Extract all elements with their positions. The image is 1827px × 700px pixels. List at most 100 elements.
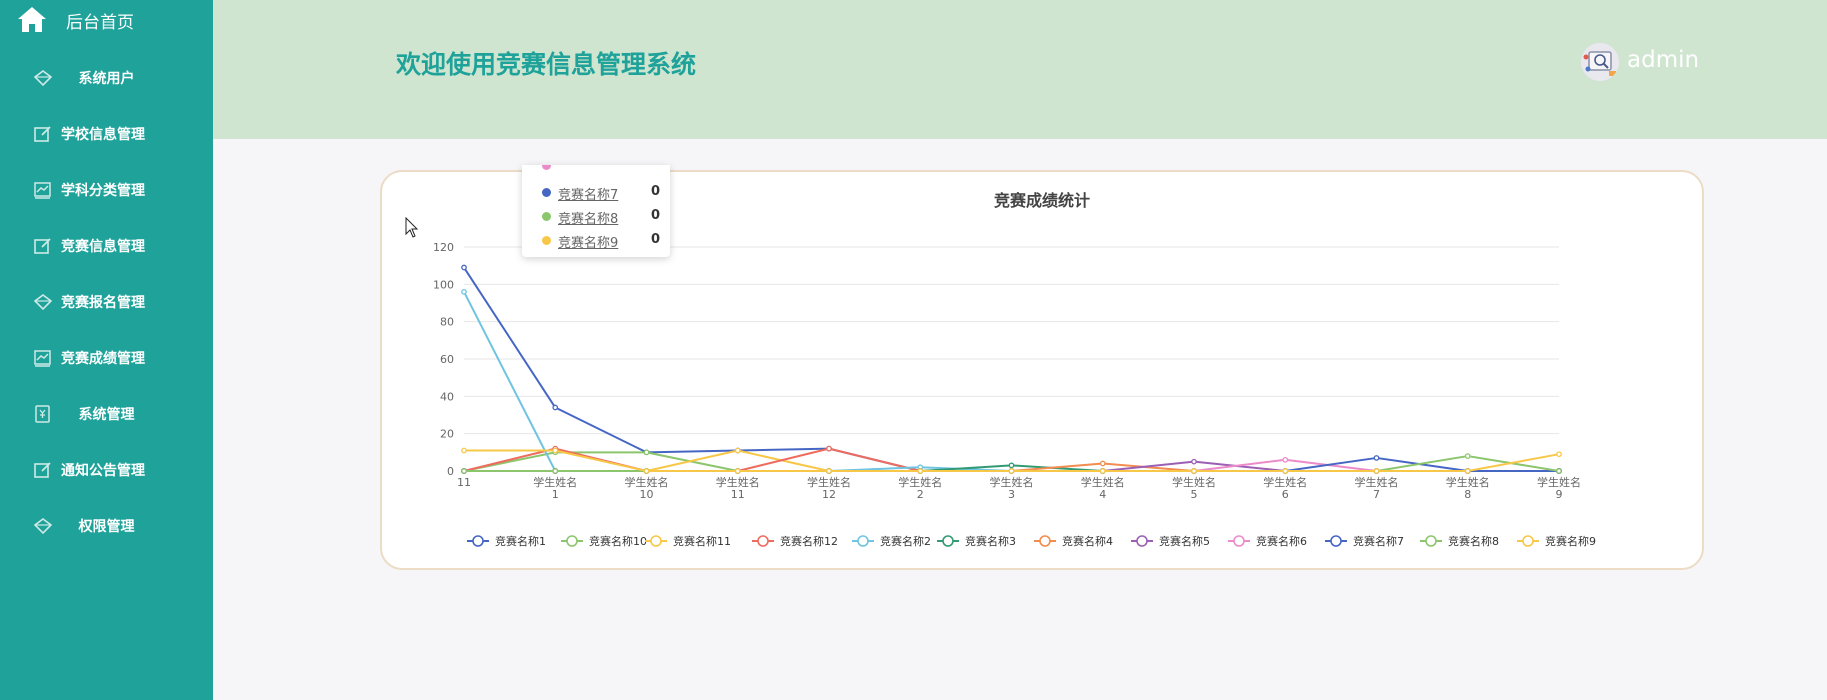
tooltip-row: 竞赛名称8 0 xyxy=(542,207,668,227)
legend-label: 竞赛名称1 xyxy=(495,534,546,548)
legend-marker xyxy=(1039,535,1051,547)
diamond-icon xyxy=(33,294,53,311)
data-point xyxy=(643,449,650,456)
yen-icon xyxy=(35,405,50,423)
chart-tooltip: 竞赛名称7 0 竞赛名称8 0 竞赛名称9 0 xyxy=(522,165,670,257)
chart-icon xyxy=(34,350,51,367)
data-point xyxy=(461,288,467,295)
data-point xyxy=(1282,456,1289,463)
sidebar-item-label: 竞赛成绩管理 xyxy=(61,351,145,367)
sidebar-item-7[interactable]: 系统管理 xyxy=(0,394,213,434)
legend-label: 竞赛名称10 xyxy=(589,534,647,548)
tooltip-series-name: 竞赛名称9 xyxy=(558,236,619,251)
tooltip-row: 竞赛名称7 0 xyxy=(542,183,668,203)
tooltip-row: 竞赛名称9 0 xyxy=(542,231,668,251)
sidebar-item-2[interactable]: 学校信息管理 xyxy=(0,114,213,154)
sidebar: 后台首页 系统用户学校信息管理 学科分类管理 竞赛信息管理竞赛报名管理竞赛成绩管理系… xyxy=(0,0,213,700)
sidebar-item-label: 学校信息管理 xyxy=(61,127,145,143)
page-title: 欢迎使用竞赛信息管理系统 xyxy=(396,50,697,79)
sidebar-item-6[interactable]: 竞赛成绩管理 xyxy=(0,338,213,378)
x-tick-label: 学生姓名 12 xyxy=(807,475,851,501)
legend-marker xyxy=(1425,535,1437,547)
legend-marker xyxy=(472,535,484,547)
data-point xyxy=(1373,468,1380,474)
y-tick-label: 20 xyxy=(440,428,454,441)
data-point xyxy=(552,468,559,474)
data-point xyxy=(1373,455,1380,461)
sidebar-item-label: 学科分类管理 xyxy=(61,183,145,199)
y-tick-label: 40 xyxy=(440,390,454,403)
x-tick-label: 学生姓名 2 xyxy=(898,475,942,501)
legend-marker xyxy=(1136,535,1148,547)
tooltip-dot xyxy=(542,212,551,221)
username[interactable]: admin xyxy=(1627,47,1700,73)
tooltip-series-name: 竞赛名称7 xyxy=(558,188,619,203)
data-point xyxy=(826,445,832,452)
sidebar-home-label: 后台首页 xyxy=(66,13,134,33)
data-point xyxy=(643,468,650,474)
edit-icon xyxy=(34,238,51,254)
legend-marker xyxy=(1233,535,1245,547)
sidebar-item-1[interactable]: 系统用户 xyxy=(0,58,213,98)
tooltip-value: 0 xyxy=(650,184,660,199)
x-tick-label: 学生姓名 9 xyxy=(1537,475,1581,501)
sidebar-item-label: 竞赛信息管理 xyxy=(61,239,145,255)
sidebar-item-8[interactable]: 通知公告管理 xyxy=(0,450,213,490)
sidebar-item-5[interactable]: 竞赛报名管理 xyxy=(0,282,213,322)
diamond-icon xyxy=(33,518,53,535)
sidebar-item-9[interactable]: 权限管理 xyxy=(0,506,213,546)
tooltip-dot xyxy=(542,188,551,197)
legend-marker xyxy=(1330,535,1342,547)
data-point xyxy=(1099,460,1106,467)
x-tick-label: 学生姓名 7 xyxy=(1355,475,1399,501)
legend-label: 竞赛名称3 xyxy=(965,534,1016,548)
legend-marker xyxy=(566,535,578,547)
legend-label: 竞赛名称2 xyxy=(880,534,931,548)
data-point xyxy=(734,447,741,454)
avatar[interactable] xyxy=(1581,43,1619,81)
data-point xyxy=(917,468,924,474)
sidebar-item-label: 通知公告管理 xyxy=(61,463,145,479)
legend-marker xyxy=(650,535,662,547)
legend-label: 竞赛名称6 xyxy=(1256,534,1307,548)
data-point xyxy=(734,468,741,474)
legend-marker xyxy=(942,535,954,547)
legend-label: 竞赛名称11 xyxy=(673,534,731,548)
legend-label: 竞赛名称12 xyxy=(780,534,838,548)
sidebar-item-label: 系统用户 xyxy=(78,71,135,87)
sidebar-item-home[interactable]: 后台首页 xyxy=(0,0,213,38)
data-point xyxy=(1099,468,1106,474)
data-point xyxy=(461,264,467,271)
avatar-image-icon xyxy=(1581,43,1619,81)
y-tick-label: 80 xyxy=(440,316,454,329)
line-chart: 竞赛成绩统计 0 20 40 60 80 100 120 11 学生姓名 1 学生姓名 10 学生姓名 11… xyxy=(433,191,1596,548)
data-point xyxy=(1556,451,1562,458)
x-tick-label: 学生姓名 1 xyxy=(533,475,577,501)
home-icon xyxy=(18,7,46,32)
tooltip-value: 0 xyxy=(650,208,660,223)
sidebar-item-label: 系统管理 xyxy=(78,407,135,423)
x-tick-label: 学生姓名 4 xyxy=(1081,475,1125,501)
tooltip-value: 0 xyxy=(650,232,660,247)
tooltip-clipped-row xyxy=(542,165,558,174)
legend-label: 竞赛名称9 xyxy=(1545,534,1596,548)
sidebar-item-4[interactable]: 竞赛信息管理 xyxy=(0,226,213,266)
series-line xyxy=(463,266,1559,472)
data-point xyxy=(826,468,832,474)
y-tick-label: 100 xyxy=(433,278,454,291)
data-point xyxy=(461,468,467,474)
edit-icon xyxy=(34,462,51,478)
sidebar-item-3[interactable]: 学科分类管理 xyxy=(0,170,213,210)
legend-marker xyxy=(857,535,869,547)
tooltip-dot xyxy=(542,236,551,245)
legend-label: 竞赛名称7 xyxy=(1353,534,1404,548)
data-point xyxy=(552,404,559,411)
data-point xyxy=(1008,462,1015,469)
y-tick-label: 0 xyxy=(447,465,454,478)
x-tick-label: 学生姓名 5 xyxy=(1172,475,1216,501)
mouse-cursor-icon xyxy=(405,217,419,238)
x-tick-label: 学生姓名 11 xyxy=(716,475,760,501)
x-tick-label: 11 xyxy=(457,476,471,489)
chart-title: 竞赛成绩统计 xyxy=(994,191,1090,210)
legend-label: 竞赛名称5 xyxy=(1159,534,1210,548)
